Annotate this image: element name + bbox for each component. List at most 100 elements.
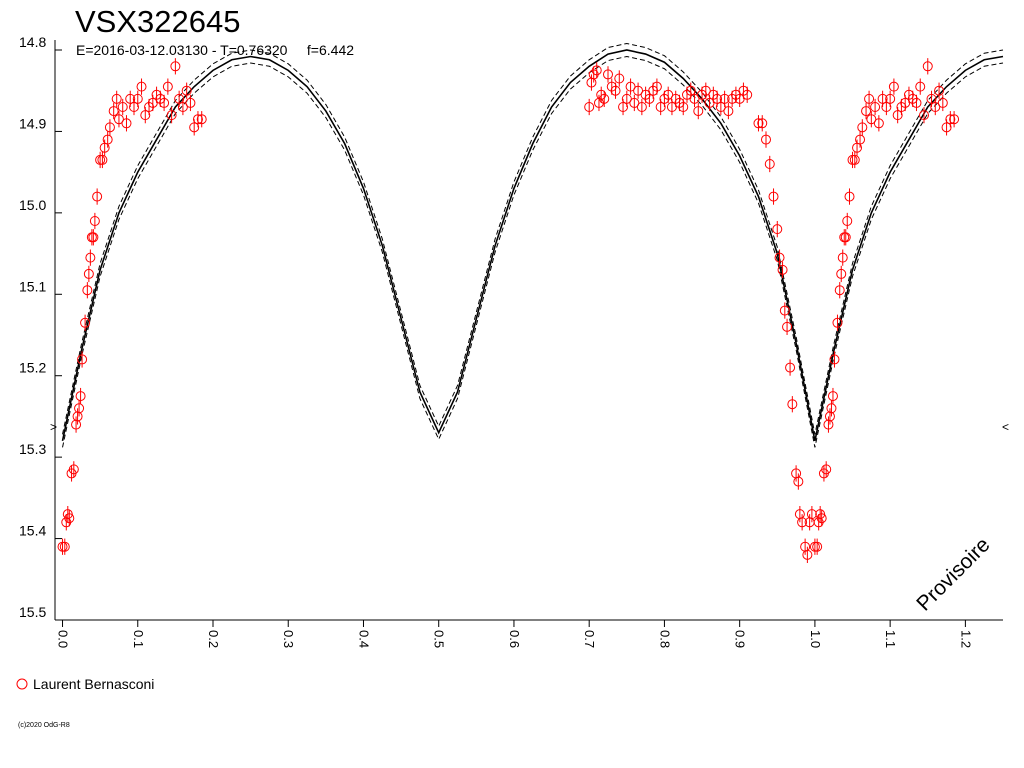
data-point [829, 354, 840, 365]
data-point [812, 541, 823, 552]
data-point [855, 134, 866, 145]
data-point [864, 93, 875, 104]
y-tick-label: 15.0 [19, 197, 46, 213]
data-point [83, 268, 94, 279]
chart-subtitle: E=2016-03-12.03130 - T=0.76320 f=6.442 [76, 42, 354, 58]
data-point [599, 93, 610, 104]
data-point [757, 118, 768, 129]
data-point [95, 154, 106, 165]
data-point [129, 102, 139, 112]
data-point [121, 118, 132, 129]
data-point [102, 134, 113, 145]
data-point [934, 85, 945, 96]
data-point [837, 252, 848, 263]
data-point [162, 81, 173, 92]
y-tick-label: 14.8 [19, 34, 46, 50]
data-point [782, 321, 793, 332]
data-point [651, 81, 662, 92]
data-point [723, 106, 734, 117]
data-point [57, 541, 68, 552]
data-point [181, 85, 192, 96]
data-point [719, 93, 730, 104]
data-point [866, 114, 877, 125]
data-point [922, 61, 933, 72]
data-point [842, 216, 853, 226]
x-tick-label: 0.6 [507, 630, 522, 648]
model-curve [61, 49, 1004, 442]
x-tick-label: 0.7 [582, 630, 597, 648]
data-point [104, 122, 115, 133]
right-marker: < [1002, 420, 1009, 434]
y-tick-label: 15.2 [19, 360, 46, 376]
watermark: Provisoire [912, 533, 994, 615]
data-point [915, 81, 926, 92]
data-point [715, 102, 726, 112]
data-point [618, 102, 629, 112]
data-point [926, 93, 937, 104]
data-point [797, 517, 808, 528]
data-point [689, 93, 700, 104]
data-point [75, 391, 86, 402]
model-bound [62, 55, 1004, 448]
data-point [196, 114, 207, 125]
data-point [111, 93, 122, 104]
data-point [159, 97, 170, 108]
data-point [764, 159, 775, 169]
data-point [873, 118, 884, 129]
x-tick-label: 0.9 [733, 630, 748, 648]
data-point [802, 549, 813, 560]
data-point [834, 285, 845, 296]
data-point [911, 97, 922, 108]
data-point [89, 216, 100, 226]
y-tick-label: 15.4 [19, 523, 46, 539]
data-point [870, 102, 881, 112]
data-point [82, 285, 93, 296]
data-point [847, 154, 858, 165]
data-point [97, 154, 108, 165]
data-point [930, 102, 941, 112]
data-point [816, 513, 827, 524]
data-point [117, 102, 128, 112]
data-point [861, 106, 872, 117]
data-point [892, 110, 903, 121]
data-point [177, 102, 188, 112]
data-point [734, 93, 745, 104]
data-point [629, 97, 640, 108]
legend-label: Laurent Bernasconi [33, 676, 154, 692]
data-point [840, 232, 851, 243]
data-point [849, 154, 860, 165]
data-point [949, 114, 960, 125]
x-tick-label: 1.1 [883, 630, 898, 648]
data-point [693, 106, 704, 117]
legend-marker [16, 678, 28, 690]
data-point [761, 134, 771, 145]
data-point [815, 509, 826, 520]
data-point [185, 97, 196, 108]
data-point [768, 191, 779, 202]
data-point [625, 81, 636, 92]
data-point [836, 268, 847, 279]
chart-title: VSX322645 [75, 4, 240, 39]
y-tick-label: 15.3 [19, 441, 46, 457]
data-point [77, 354, 88, 365]
data-point [704, 97, 715, 108]
x-tick-label: 0.5 [432, 630, 447, 648]
data-point [945, 114, 956, 125]
data-point [888, 81, 899, 92]
x-tick-label: 1.0 [808, 630, 823, 648]
y-tick-label: 14.9 [19, 115, 46, 131]
data-point [685, 85, 696, 96]
data-point [140, 110, 151, 121]
data-point [591, 65, 602, 76]
data-point [772, 224, 783, 235]
data-point [785, 362, 796, 373]
data-point [636, 102, 647, 112]
data-point [821, 464, 832, 475]
data-point [80, 317, 91, 328]
data-point [85, 252, 96, 263]
data-point [663, 89, 674, 100]
data-point [881, 102, 892, 112]
data-point [712, 93, 723, 104]
data-point [610, 85, 621, 96]
